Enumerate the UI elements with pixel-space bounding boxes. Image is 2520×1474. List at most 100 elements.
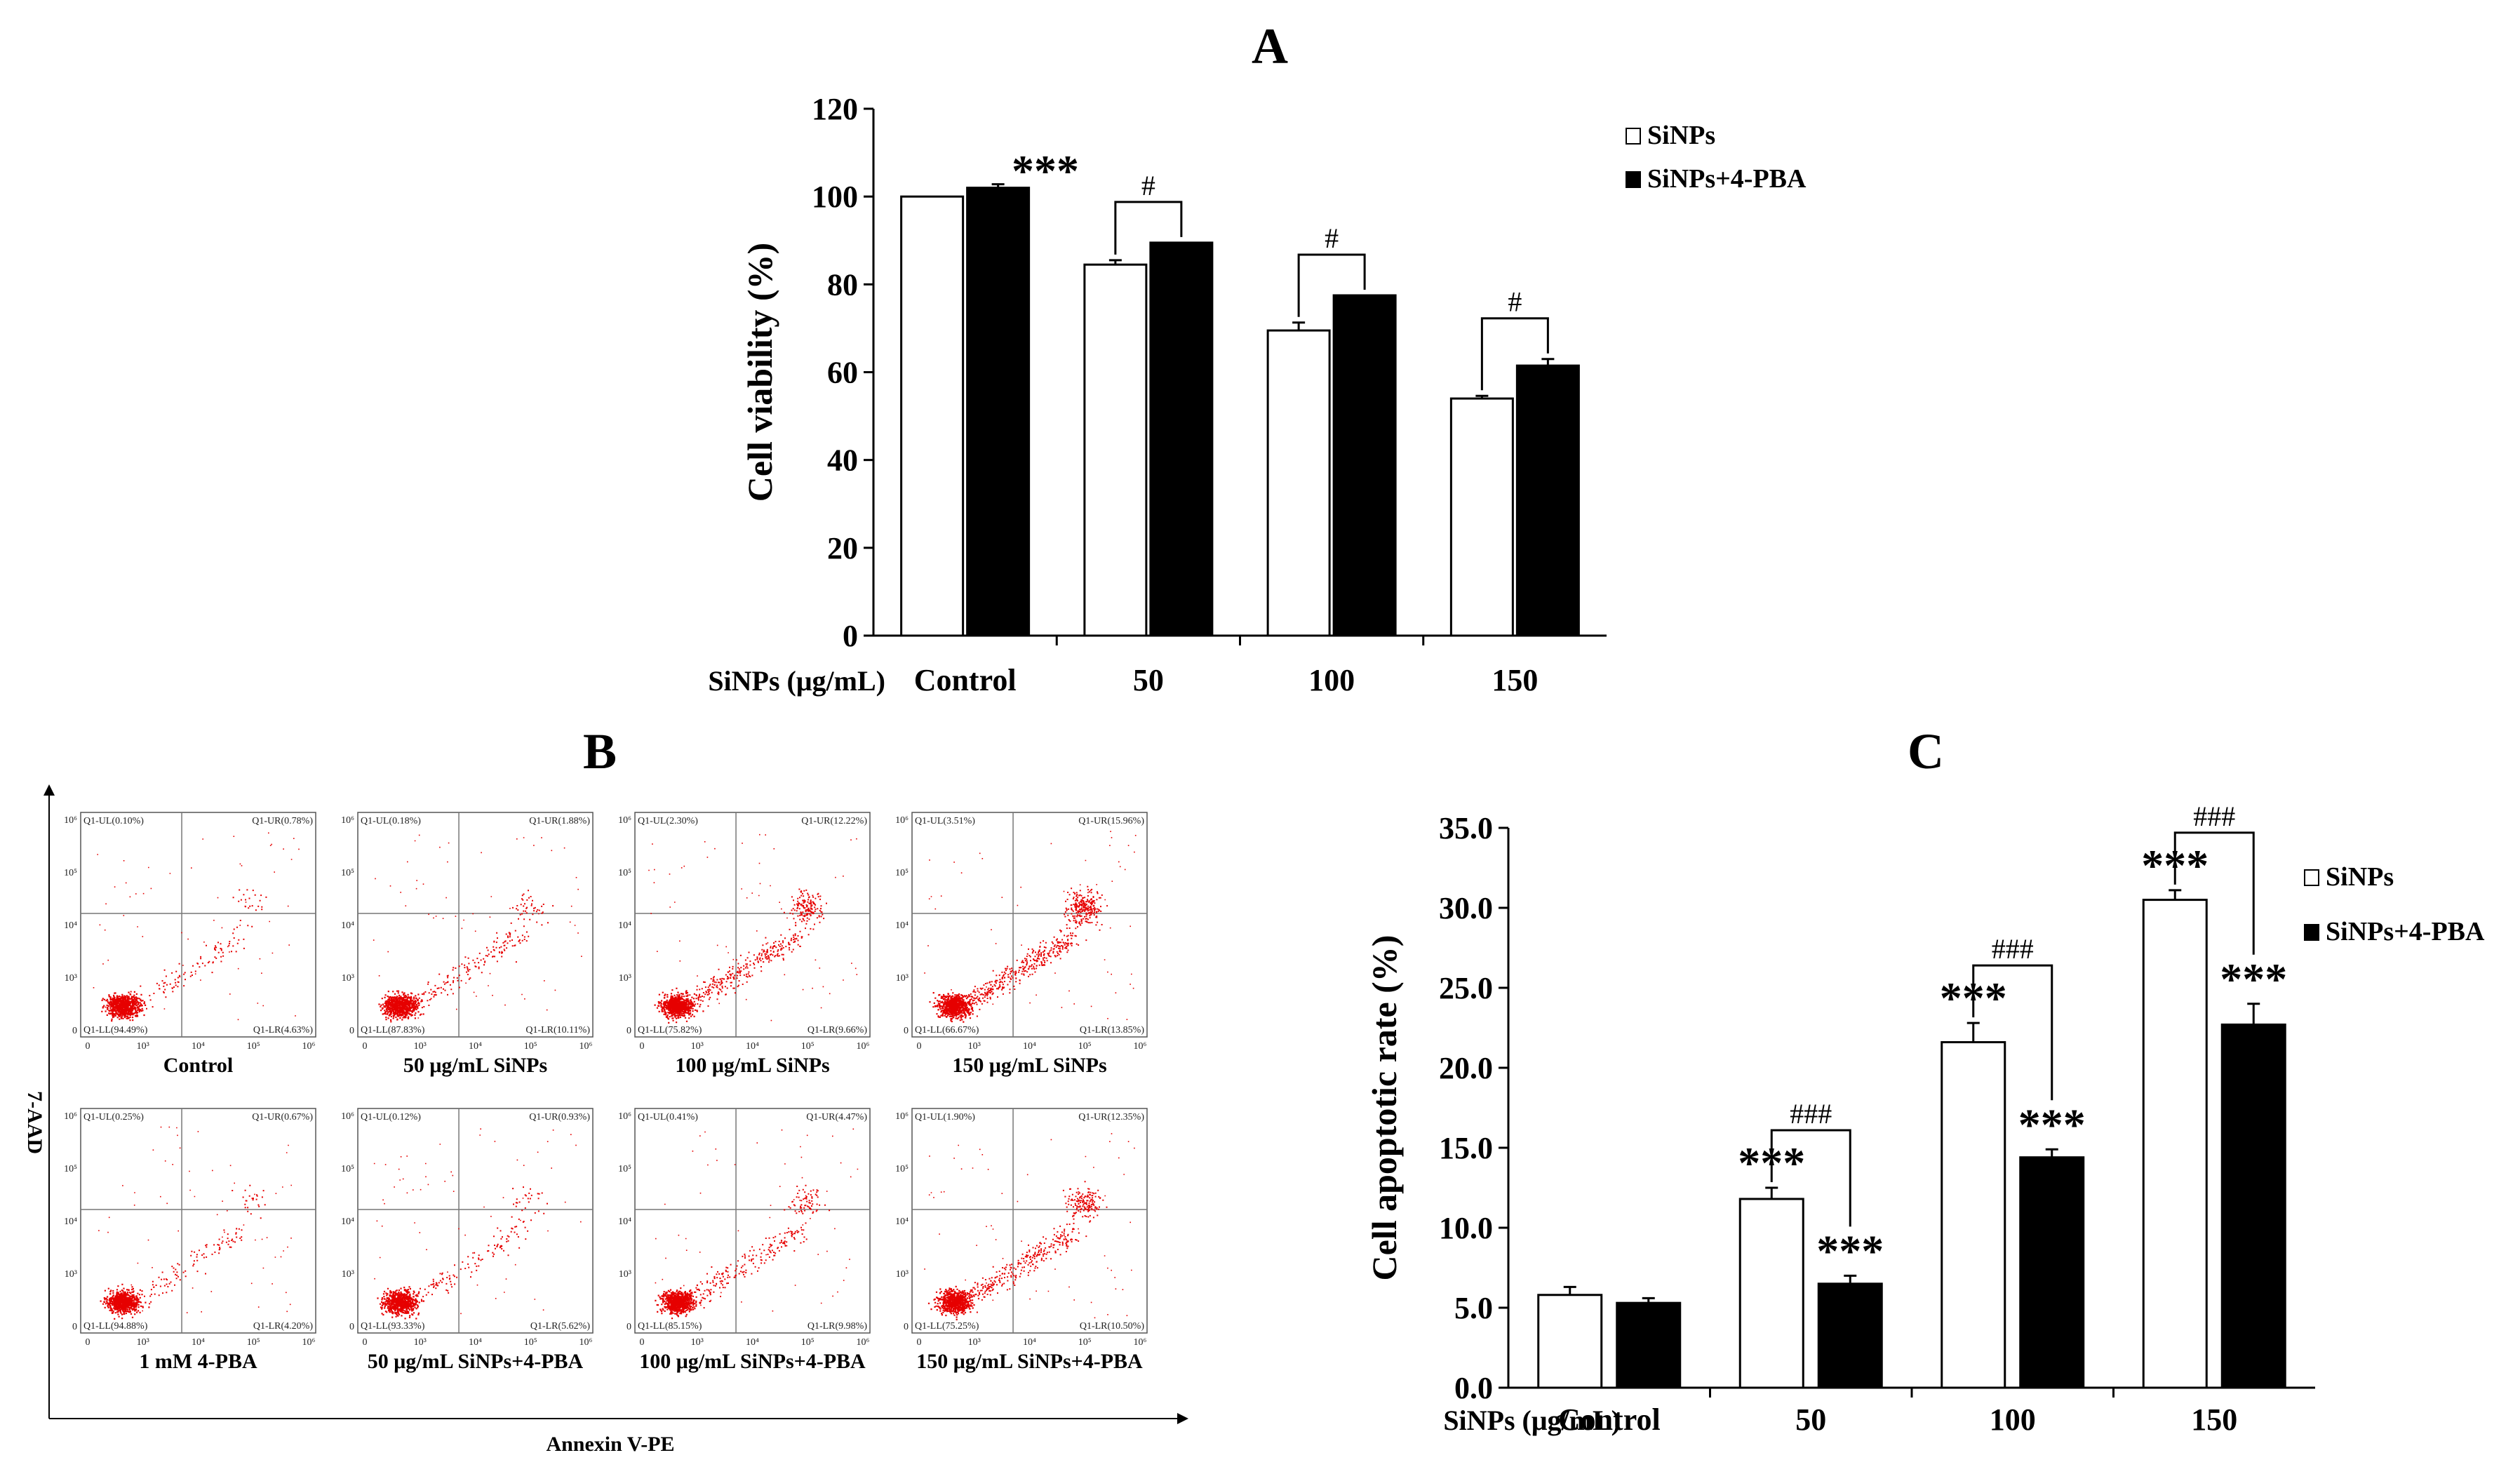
event-dots xyxy=(648,833,858,1024)
flow-x-tick-label: 10⁵ xyxy=(1078,1337,1092,1348)
bar-sinps-100 xyxy=(1941,1041,2006,1389)
event-dots xyxy=(98,1126,292,1320)
flow-y-tick-label: 10⁶ xyxy=(618,815,631,826)
y-tick-label: 15.0 xyxy=(1439,1131,1493,1165)
flow-plot-caption: 100 μg/mL SiNPs xyxy=(675,1054,829,1077)
flow-y-tick-label: 0 xyxy=(349,1322,354,1332)
event-dots xyxy=(93,832,300,1022)
significance-stars: *** xyxy=(1012,146,1079,196)
legend-label-sinps-pba: SiNPs+4-PBA xyxy=(1647,164,1807,194)
panel-a-letter: A xyxy=(1252,18,1288,74)
x-tick-label: 150 xyxy=(2191,1402,2237,1437)
quadrant-label-ul: Q1-UL(2.30%) xyxy=(638,816,698,826)
flow-x-tick-label: 10⁴ xyxy=(746,1041,759,1052)
quadrant-label-ll: Q1-LL(75.82%) xyxy=(638,1025,702,1036)
quadrant-label-ur: Q1-UR(15.96%) xyxy=(1078,816,1144,826)
quadrant-label-ur: Q1-UR(1.88%) xyxy=(529,816,590,826)
panel-b-letter: B xyxy=(583,723,617,779)
panel-c-letter: C xyxy=(1908,723,1944,779)
flow-plot-caption: 50 μg/mL SiNPs xyxy=(403,1054,547,1077)
quadrant-label-lr: Q1-LR(9.98%) xyxy=(807,1321,867,1332)
y-tick-label: 40 xyxy=(827,443,858,478)
flow-y-tick-label: 10⁶ xyxy=(341,815,354,826)
quadrant-label-ur: Q1-UR(12.35%) xyxy=(1078,1112,1144,1123)
flow-x-tick-label: 10⁶ xyxy=(579,1041,593,1052)
y-tick-label: 0.0 xyxy=(1454,1371,1493,1405)
event-dots xyxy=(373,1128,582,1320)
quadrant-label-ul: Q1-UL(0.25%) xyxy=(83,1112,144,1123)
event-dots xyxy=(924,1133,1135,1320)
flow-x-tick-label: 10³ xyxy=(137,1041,149,1052)
flow-x-tick-label: 10³ xyxy=(137,1337,149,1348)
flow-plot-4: Q1-UL(3.51%) Q1-UR(15.96%) Q1-LL(66.67%) Q1… xyxy=(895,812,1148,1077)
flow-x-tick-label: 10⁶ xyxy=(302,1337,316,1348)
flow-plot-1: Q1-UL(0.10%) Q1-UR(0.78%) Q1-LL(94.49%) Q1-… xyxy=(64,812,316,1077)
flow-plot-caption: 150 μg/mL SiNPs+4-PBA xyxy=(916,1350,1143,1373)
flow-x-tick-label: 10⁵ xyxy=(1078,1041,1092,1052)
flow-y-tick-label: 10³ xyxy=(65,1269,77,1280)
flow-x-tick-label: 10⁵ xyxy=(801,1041,815,1052)
quadrant-label-lr: Q1-LR(4.20%) xyxy=(253,1321,313,1332)
bar-sinps-pba-50 xyxy=(1817,1282,1883,1389)
legend-label-sinps-pba: SiNPs+4-PBA xyxy=(2326,917,2485,946)
flow-plot-caption: 1 mM 4-PBA xyxy=(139,1350,257,1373)
x-axis-prefix: SiNPs (μg/mL) xyxy=(1443,1405,1621,1436)
quadrant-label-ul: Q1-UL(1.90%) xyxy=(915,1112,975,1123)
y-tick-label: 120 xyxy=(812,92,858,126)
flow-y-tick-label: 10⁴ xyxy=(618,1217,631,1227)
chart-c: 0.0 5.0 10.0 15.0 20.0 25.0 30.0 35.0 Cell apopt… xyxy=(1365,800,2485,1437)
flow-x-label: Annexin V-PE xyxy=(546,1433,674,1456)
flow-y-tick-label: 10³ xyxy=(896,1269,909,1280)
quadrant-label-ur: Q1-UR(12.22%) xyxy=(801,816,867,826)
y-tick-label: 25.0 xyxy=(1439,971,1493,1005)
event-dots xyxy=(924,831,1137,1023)
bar-sinps-pba-control xyxy=(966,187,1031,637)
flow-plot-5: Q1-UL(0.25%) Q1-UR(0.67%) Q1-LL(94.88%) Q1-… xyxy=(64,1108,316,1373)
flow-x-tick-label: 10⁴ xyxy=(746,1337,759,1348)
y-tick-label: 5.0 xyxy=(1454,1291,1493,1325)
y-axis-title: Cell viability (%) xyxy=(740,243,779,502)
flow-x-tick-label: 10⁴ xyxy=(192,1041,205,1052)
x-tick-label: 150 xyxy=(1492,663,1538,697)
significance-bracket xyxy=(1770,1129,1851,1227)
significance-bracket-label: ### xyxy=(1790,1098,1832,1130)
significance-bracket xyxy=(1297,253,1366,317)
flow-x-tick-label: 0 xyxy=(86,1337,91,1348)
y-axis-title: Cell apoptotic rate (%) xyxy=(1365,935,1404,1281)
bar-sinps-150 xyxy=(2142,899,2208,1389)
flow-y-tick-label: 10⁵ xyxy=(618,868,631,878)
flow-x-tick-label: 10⁵ xyxy=(801,1337,815,1348)
y-tick-label: 20 xyxy=(827,531,858,565)
significance-bracket xyxy=(1114,201,1183,255)
quadrant-label-ll: Q1-LL(93.33%) xyxy=(361,1321,425,1332)
quadrant-label-ul: Q1-UL(0.10%) xyxy=(83,816,144,826)
flow-x-tick-label: 10⁴ xyxy=(469,1337,482,1348)
bar-sinps-50 xyxy=(1738,1198,1804,1389)
flow-y-tick-label: 10⁴ xyxy=(895,1217,909,1227)
flow-y-tick-label: 10⁵ xyxy=(341,868,354,878)
bar-sinps-pba-100 xyxy=(2019,1156,2085,1389)
y-tick-label: 100 xyxy=(812,180,858,214)
flow-y-tick-label: 10⁵ xyxy=(341,1164,354,1174)
flow-y-tick-label: 10³ xyxy=(342,1269,354,1280)
flow-plot-caption: 150 μg/mL SiNPs xyxy=(952,1054,1106,1077)
quadrant-label-ur: Q1-UR(0.67%) xyxy=(252,1112,313,1123)
flow-x-tick-label: 10³ xyxy=(414,1337,427,1348)
quadrant-label-ll: Q1-LL(87.83%) xyxy=(361,1025,425,1036)
bar-sinps-100 xyxy=(1266,329,1331,637)
flow-x-tick-label: 10⁶ xyxy=(857,1337,870,1348)
flow-y-tick-label: 10⁴ xyxy=(895,920,909,931)
flow-plot-7: Q1-UL(0.41%) Q1-UR(4.47%) Q1-LL(85.15%) Q1-… xyxy=(618,1108,871,1373)
flow-x-tick-label: 10⁴ xyxy=(1023,1337,1036,1348)
y-tick-label: 10.0 xyxy=(1439,1211,1493,1245)
significance-bracket xyxy=(1480,317,1549,391)
flow-y-tick-label: 10⁶ xyxy=(895,1111,909,1122)
x-tick-label: Control xyxy=(914,663,1017,697)
flow-y-tick-label: 10⁶ xyxy=(64,815,77,826)
flow-y-tick-label: 10⁶ xyxy=(341,1111,354,1122)
flow-y-tick-label: 0 xyxy=(626,1026,631,1036)
flow-y-tick-label: 0 xyxy=(626,1322,631,1332)
flow-y-tick-label: 0 xyxy=(904,1026,909,1036)
significance-stars: *** xyxy=(2220,954,2287,1004)
